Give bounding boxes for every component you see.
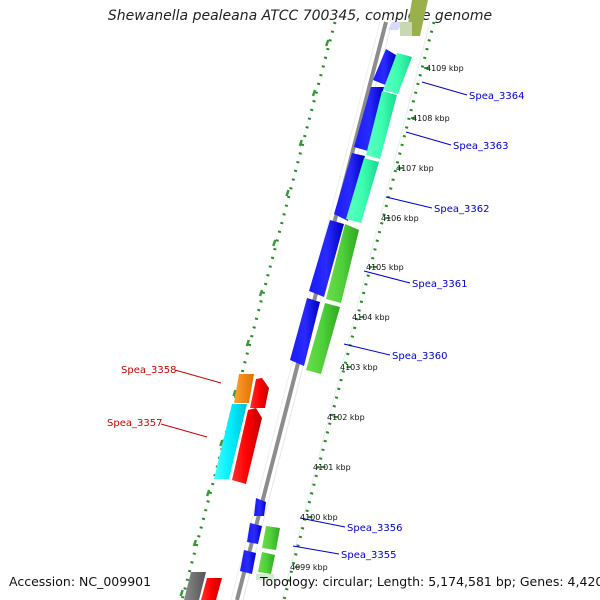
kbp-label: 4102 kbp — [327, 413, 365, 422]
genome-summary: Topology: circular; Length: 5,174,581 bp… — [260, 574, 600, 589]
outer-tick — [272, 239, 277, 247]
leader-line — [421, 81, 468, 96]
gene-labels-left: Spea_3358 Spea_3357 — [107, 365, 176, 429]
kbp-labels: 4109 kbp 4108 kbp 4107 kbp 4106 kbp 4105… — [290, 64, 464, 572]
gene-label: Spea_3360 — [392, 351, 447, 362]
kbp-label: 4109 kbp — [426, 64, 464, 73]
gene-arrow-blue — [254, 498, 266, 516]
gene-label: Spea_3364 — [469, 91, 524, 102]
outer-tick — [219, 439, 224, 447]
gene-arrow-green — [326, 224, 359, 303]
gene-arrow-blue — [290, 298, 320, 366]
gene-arrow-blue — [354, 87, 384, 151]
outer-tick-group — [179, 39, 330, 597]
kbp-label: 4099 kbp — [290, 563, 328, 572]
outer-tick — [311, 89, 317, 97]
gene-block-partial — [400, 22, 412, 36]
leader-line — [160, 423, 208, 438]
genome-title: Shewanella pealeana ATCC 700345, complet… — [107, 8, 493, 24]
gene-arrow-green — [262, 526, 280, 550]
outer-tick — [232, 389, 237, 397]
outer-tick — [258, 289, 264, 297]
outer-tick — [285, 189, 290, 197]
leader-line — [292, 545, 340, 555]
gene-label: Spea_3361 — [412, 279, 467, 290]
gene-arrow-blue — [309, 220, 344, 297]
gene-block-light — [256, 574, 274, 580]
leader-line — [174, 369, 222, 384]
track-boundary — [281, 21, 431, 600]
leader-line — [363, 270, 411, 284]
kbp-label: 4107 kbp — [396, 164, 434, 173]
kbp-label: 4106 kbp — [381, 214, 419, 223]
gene-arrow-blue — [247, 523, 262, 544]
kbp-label: 4101 kbp — [313, 463, 351, 472]
leader-line — [405, 131, 452, 146]
dotted-track-inner — [282, 21, 436, 600]
leader-line — [385, 196, 433, 209]
gene-arrow-green — [306, 303, 340, 374]
gene-label: Spea_3356 — [347, 523, 402, 534]
kbp-tick-group — [294, 67, 430, 568]
gene-arrow-aqua — [346, 158, 379, 223]
leader-line — [343, 343, 391, 356]
kbp-label: 4105 kbp — [366, 263, 404, 272]
gene-label: Spea_3357 — [107, 418, 162, 429]
outer-tick — [298, 139, 303, 147]
gene-arrow-orange — [234, 374, 254, 403]
label-leader-lines — [160, 81, 468, 555]
gene-arrow-red — [201, 578, 222, 600]
gene-arrow-red — [250, 378, 269, 408]
gene-arrow-green — [258, 552, 275, 574]
gene-arrow-cyan — [214, 404, 247, 479]
kbp-label: 4103 kbp — [340, 363, 378, 372]
gene-label: Spea_3358 — [121, 365, 176, 376]
outer-tick — [205, 489, 211, 497]
gene-arrow-aqua — [366, 91, 397, 159]
outer-tick — [192, 539, 198, 547]
outer-tick — [245, 339, 251, 347]
gene-labels-right: Spea_3364 Spea_3363 Spea_3362 Spea_3361 … — [341, 91, 524, 561]
gene-arrow-blue — [334, 153, 365, 221]
kbp-label: 4104 kbp — [352, 313, 390, 322]
outer-tick — [179, 589, 184, 597]
outer-tick — [325, 39, 330, 47]
gene-arrow-gray — [184, 572, 206, 600]
kbp-label: 4108 kbp — [412, 114, 450, 123]
gene-arrow-aqua — [383, 53, 412, 94]
kbp-label: 4100 kbp — [300, 513, 338, 522]
gene-arrow-blue — [240, 550, 256, 574]
gene-arrow-red — [232, 408, 262, 484]
dotted-track-outer — [180, 21, 337, 600]
leader-line — [299, 517, 346, 528]
gene-label: Spea_3355 — [341, 550, 396, 561]
accession-label: Accession: NC_009901 — [9, 574, 152, 589]
gene-label: Spea_3362 — [434, 204, 489, 215]
gene-label: Spea_3363 — [453, 141, 508, 152]
